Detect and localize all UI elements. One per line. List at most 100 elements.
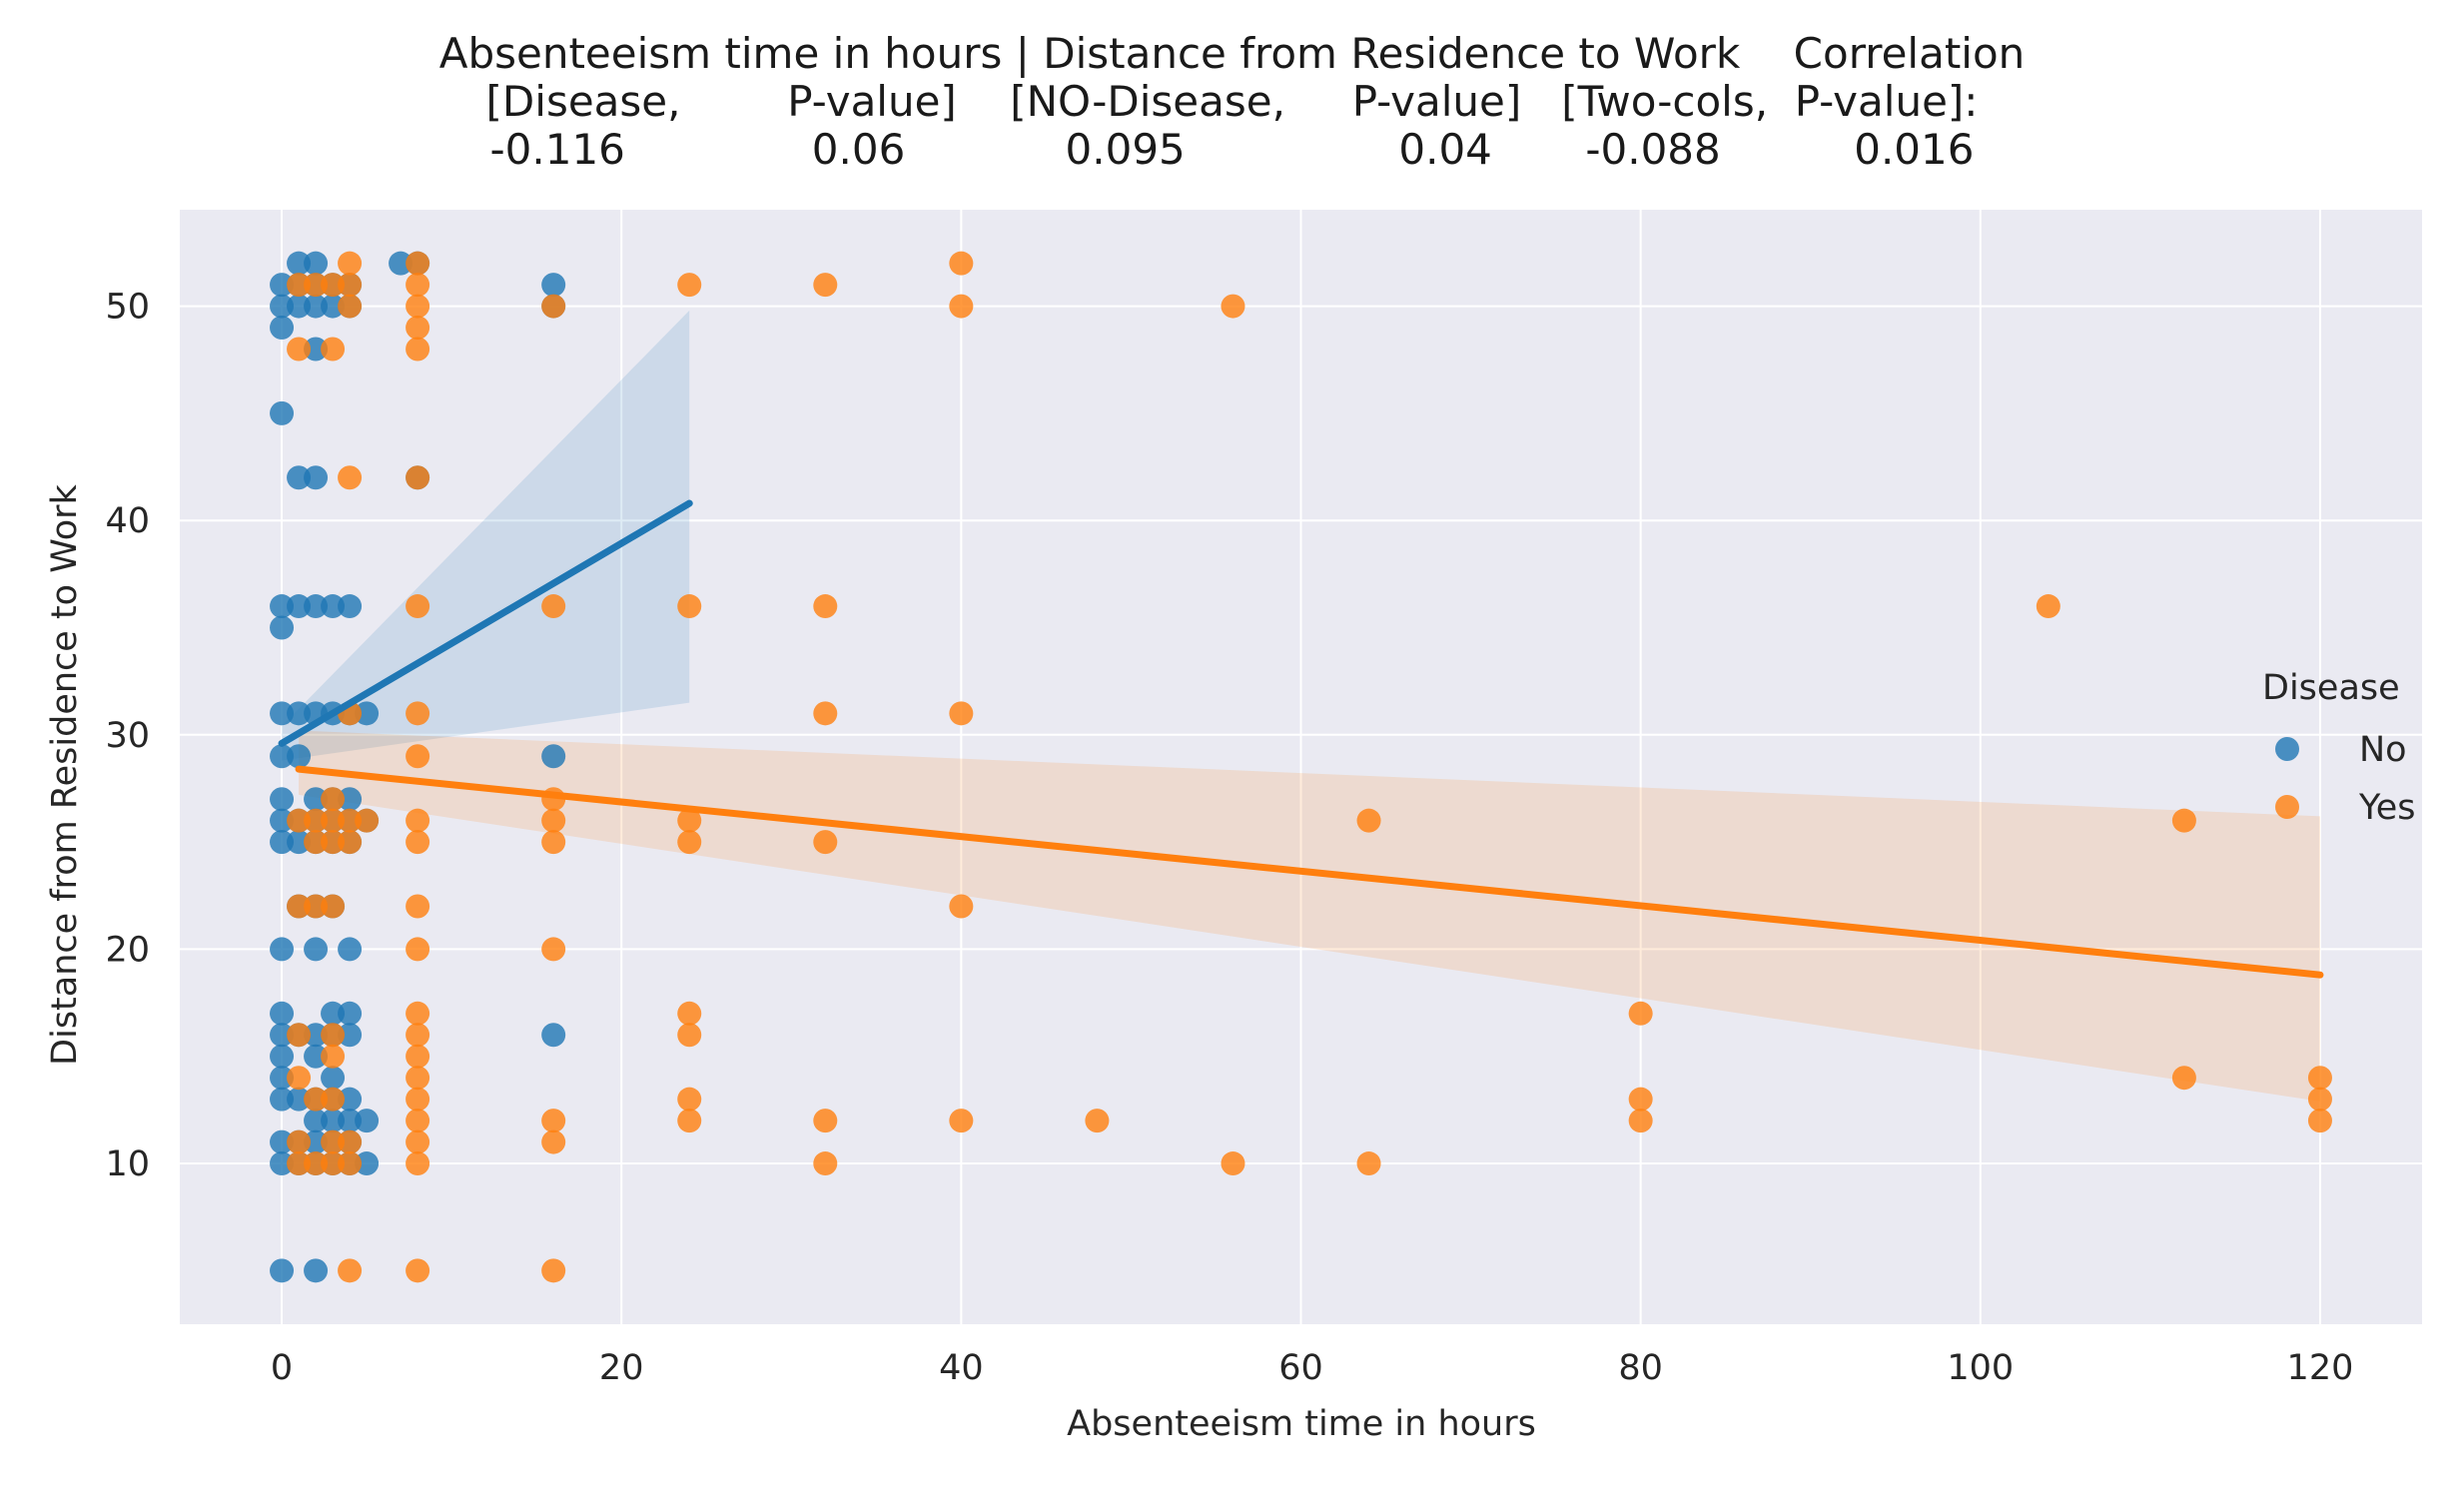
- data-point-no: [338, 1001, 363, 1026]
- data-point-yes: [406, 808, 430, 833]
- data-point-no: [338, 1087, 363, 1112]
- data-points: [270, 251, 2332, 1283]
- data-point-yes: [1356, 1151, 1381, 1176]
- data-point-yes: [2036, 594, 2060, 619]
- y-tick-label: 30: [105, 716, 150, 756]
- data-point-no: [541, 744, 566, 769]
- data-point-no: [270, 400, 295, 425]
- x-tick-label: 60: [1278, 1348, 1323, 1388]
- data-point-yes: [338, 465, 363, 490]
- data-point-yes: [1221, 294, 1245, 319]
- tick-labels: 0 20 40 60 80 100 120 10 20 30 40 50: [105, 288, 2353, 1388]
- data-point-yes: [321, 808, 346, 833]
- data-point-yes: [677, 808, 702, 833]
- data-point-yes: [321, 830, 346, 855]
- data-point-no: [270, 316, 295, 341]
- data-point-no: [287, 465, 312, 490]
- data-point-yes: [406, 594, 430, 619]
- data-point-yes: [287, 808, 312, 833]
- data-point-yes: [287, 1151, 312, 1176]
- data-point-yes: [541, 830, 566, 855]
- data-point-yes: [406, 1087, 430, 1112]
- data-point-yes: [287, 1023, 312, 1048]
- data-point-yes: [1628, 1109, 1653, 1133]
- data-point-no: [304, 1109, 329, 1133]
- data-point-yes: [1628, 1001, 1653, 1026]
- data-point-no: [270, 1087, 295, 1112]
- x-tick-label: 120: [2287, 1348, 2354, 1388]
- data-point-no: [321, 294, 346, 319]
- data-point-yes: [406, 1109, 430, 1133]
- data-point-no: [541, 1023, 566, 1048]
- y-tick-label: 20: [105, 930, 150, 970]
- data-point-no: [270, 1066, 295, 1091]
- data-point-no: [270, 1001, 295, 1026]
- y-tick-label: 40: [105, 501, 150, 541]
- data-point-yes: [406, 1129, 430, 1154]
- data-point-no: [338, 594, 363, 619]
- data-point-yes: [541, 1129, 566, 1154]
- data-point-yes: [949, 894, 974, 919]
- y-axis-label: Distance from Residence to Work: [45, 483, 85, 1065]
- data-point-yes: [321, 894, 346, 919]
- data-point-yes: [2307, 1087, 2332, 1112]
- data-point-yes: [677, 1023, 702, 1048]
- data-point-yes: [321, 1151, 346, 1176]
- data-point-no: [287, 251, 312, 276]
- data-point-yes: [813, 830, 838, 855]
- data-point-no: [270, 1044, 295, 1069]
- data-point-yes: [287, 337, 312, 362]
- data-point-no: [304, 337, 329, 362]
- legend-marker-yes: [2275, 795, 2299, 819]
- data-point-yes: [2171, 1066, 2196, 1091]
- data-point-yes: [321, 273, 346, 298]
- data-point-yes: [1085, 1109, 1110, 1133]
- data-point-yes: [541, 1258, 566, 1283]
- data-point-yes: [406, 1001, 430, 1026]
- data-point-no: [287, 744, 312, 769]
- data-point-yes: [406, 1151, 430, 1176]
- data-point-no: [270, 744, 295, 769]
- legend-label-no: No: [2359, 730, 2407, 770]
- chart-title-line-1: Absenteeism time in hours | Distance fro…: [438, 29, 2026, 78]
- data-point-yes: [287, 894, 312, 919]
- data-point-yes: [677, 1087, 702, 1112]
- data-point-no: [304, 294, 329, 319]
- data-point-no: [270, 615, 295, 640]
- data-point-yes: [406, 1258, 430, 1283]
- data-point-yes: [287, 273, 312, 298]
- data-point-yes: [949, 251, 974, 276]
- data-point-no: [304, 1129, 329, 1154]
- data-point-yes: [949, 1109, 974, 1133]
- x-tick-label: 20: [599, 1348, 644, 1388]
- data-point-yes: [338, 294, 363, 319]
- x-tick-label: 40: [939, 1348, 984, 1388]
- data-point-yes: [355, 808, 380, 833]
- data-point-no: [270, 808, 295, 833]
- data-point-no: [321, 1001, 346, 1026]
- data-point-no: [304, 1023, 329, 1048]
- data-point-no: [338, 1109, 363, 1133]
- confidence-band-no: [282, 310, 690, 761]
- data-point-yes: [406, 1023, 430, 1048]
- data-point-no: [287, 594, 312, 619]
- data-point-yes: [287, 1066, 312, 1091]
- data-point-no: [270, 937, 295, 962]
- data-point-no: [270, 1129, 295, 1154]
- data-point-no: [389, 251, 413, 276]
- data-point-no: [304, 465, 329, 490]
- data-point-yes: [406, 294, 430, 319]
- chart-title-line-2: [Disease, P-value] [NO-Disease, P-value]…: [485, 77, 1979, 126]
- data-point-yes: [321, 1087, 346, 1112]
- data-point-yes: [677, 594, 702, 619]
- data-point-no: [541, 273, 566, 298]
- data-point-yes: [406, 894, 430, 919]
- x-tick-label: 80: [1618, 1348, 1663, 1388]
- data-point-yes: [338, 273, 363, 298]
- data-point-yes: [321, 1044, 346, 1069]
- data-point-yes: [1356, 808, 1381, 833]
- data-point-no: [355, 701, 380, 726]
- data-point-yes: [677, 1109, 702, 1133]
- data-point-no: [270, 594, 295, 619]
